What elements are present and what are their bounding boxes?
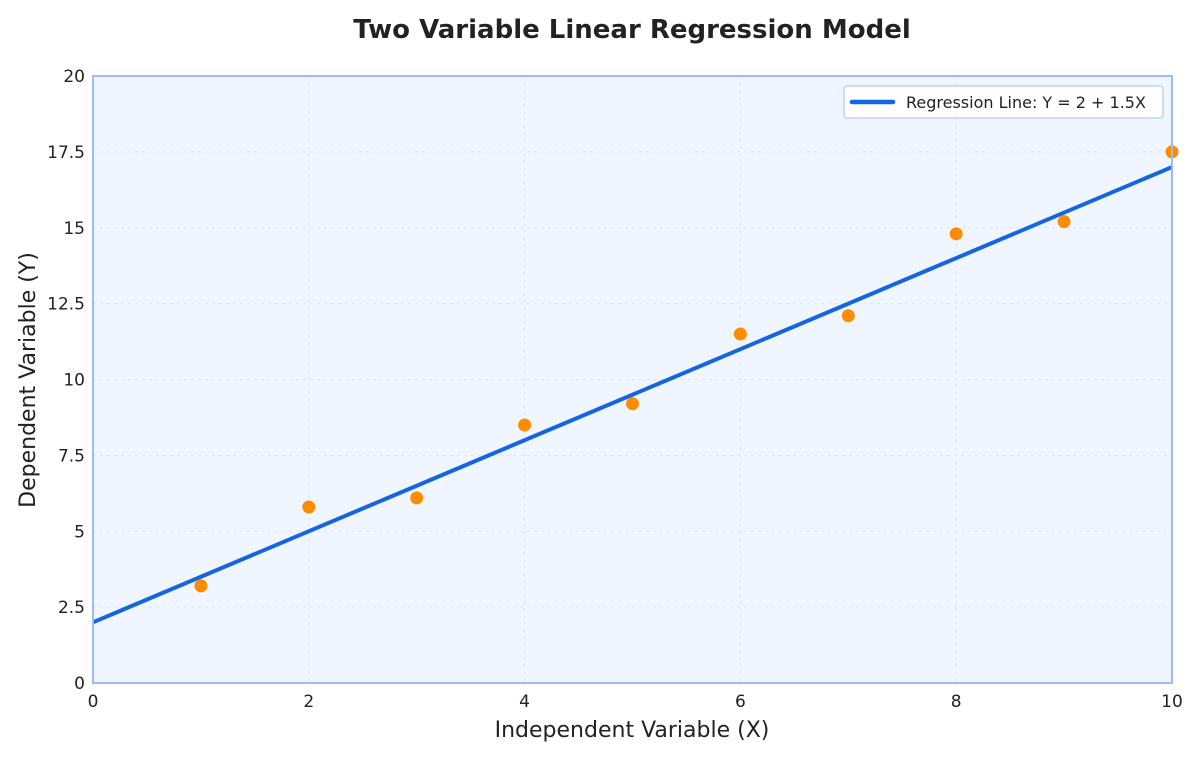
- y-tick-label: 5: [74, 522, 85, 542]
- data-point: [410, 491, 424, 505]
- legend: Regression Line: Y = 2 + 1.5X: [843, 85, 1164, 119]
- regression-line-layer: [92, 165, 1173, 625]
- data-point: [302, 500, 316, 514]
- regression-line: [92, 165, 1173, 625]
- data-point: [626, 397, 639, 411]
- plot-border: [92, 75, 1173, 684]
- legend-box: [843, 85, 1164, 119]
- y-tick-label: 0: [74, 674, 85, 694]
- x-axis-ticks: 0 2 4 6 8 10: [88, 692, 1183, 712]
- x-tick-label: 8: [951, 692, 962, 712]
- x-tick-label: 0: [88, 692, 99, 712]
- y-tick-label: 2.5: [58, 598, 85, 618]
- y-tick-label: 12.5: [47, 295, 85, 315]
- x-tick-label: 10: [1161, 692, 1183, 712]
- y-tick-label: 20: [63, 67, 85, 87]
- data-point: [733, 327, 747, 341]
- y-tick-label: 10: [63, 371, 85, 391]
- data-point: [1057, 215, 1071, 229]
- y-axis-ticks: 0 2.5 5 7.5 10 12.5 15 17.5 20: [47, 67, 85, 694]
- y-tick-label: 7.5: [58, 446, 85, 466]
- x-axis-label: Independent Variable (X): [495, 718, 770, 743]
- x-tick-label: 2: [303, 692, 314, 712]
- y-tick-label: 17.5: [47, 143, 85, 163]
- data-point: [518, 418, 532, 432]
- chart-title: Two Variable Linear Regression Model: [353, 15, 911, 45]
- data-point: [841, 309, 855, 323]
- y-axis-label: Dependent Variable (Y): [16, 252, 41, 508]
- data-point: [194, 579, 208, 593]
- legend-label: Regression Line: Y = 2 + 1.5X: [906, 93, 1146, 112]
- x-tick-label: 6: [735, 692, 746, 712]
- x-tick-label: 4: [519, 692, 530, 712]
- y-tick-label: 15: [63, 219, 85, 239]
- data-point: [949, 227, 963, 241]
